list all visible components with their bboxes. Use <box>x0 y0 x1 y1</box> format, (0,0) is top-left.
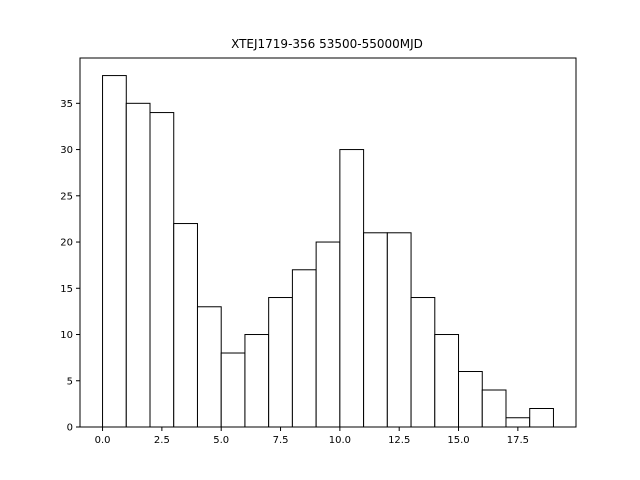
histogram-bar <box>173 223 198 428</box>
x-axis-ticks: 0.0 2.5 5.0 7.5 10.0 12.5 15.0 17.5 <box>95 427 529 446</box>
x-tick-label: 12.5 <box>388 435 410 446</box>
histogram-bar <box>125 102 151 428</box>
histogram-bar <box>291 269 317 428</box>
histogram-bar <box>481 389 507 428</box>
y-tick-label: 5 <box>67 376 73 387</box>
x-tick-label: 2.5 <box>154 435 170 446</box>
y-tick-label: 25 <box>60 191 73 202</box>
bars-group <box>102 75 554 428</box>
histogram-bar <box>315 241 341 428</box>
histogram-bar <box>505 417 531 428</box>
x-tick-label: 15.0 <box>447 435 469 446</box>
histogram-bar <box>220 352 246 428</box>
y-tick-label: 20 <box>60 238 73 249</box>
x-tick-label: 0.0 <box>95 435 111 446</box>
histogram-bar <box>458 371 483 428</box>
histogram-bar <box>339 149 365 428</box>
histogram-bar <box>244 334 270 428</box>
histogram-bar <box>149 112 175 428</box>
x-tick-label: 17.5 <box>507 435 529 446</box>
chart-title: XTEJ1719-356 53500-55000MJD <box>231 37 423 51</box>
y-tick-label: 15 <box>60 284 73 295</box>
histogram-bar <box>386 232 412 428</box>
y-tick-label: 0 <box>67 423 73 434</box>
histogram-bar <box>410 297 436 428</box>
histogram-bar <box>529 408 554 428</box>
x-tick-label: 10.0 <box>329 435 351 446</box>
histogram-bar <box>363 232 388 428</box>
histogram-bar <box>268 297 293 428</box>
x-tick-label: 5.0 <box>213 435 229 446</box>
histogram-bar <box>434 334 460 428</box>
y-tick-label: 35 <box>60 99 73 110</box>
histogram-bar <box>196 306 222 428</box>
y-tick-label: 10 <box>60 330 73 341</box>
y-axis-ticks: 0 5 10 15 20 25 30 35 <box>60 99 80 434</box>
y-tick-label: 30 <box>60 145 73 156</box>
x-tick-label: 7.5 <box>273 435 289 446</box>
histogram-bar <box>102 75 127 428</box>
